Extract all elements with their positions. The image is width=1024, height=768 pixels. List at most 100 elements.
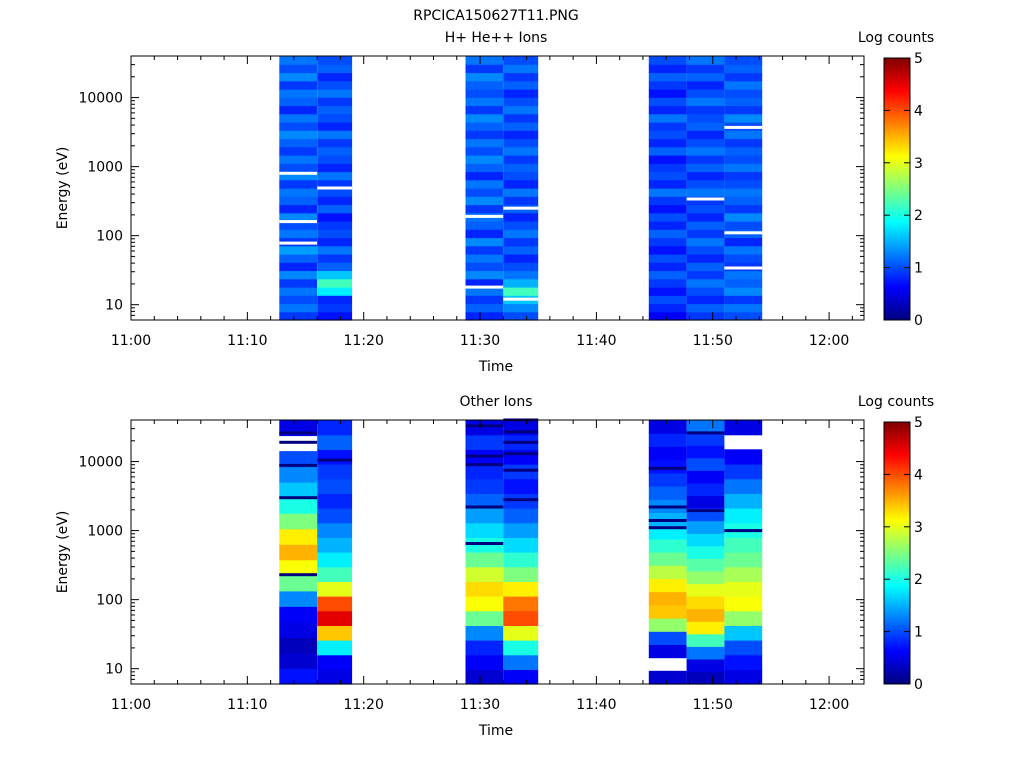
heatmap-cell (503, 270, 539, 280)
heatmap-cell (724, 188, 763, 197)
sparse-count (724, 529, 763, 533)
colorbar-tick-label: 0 (914, 677, 923, 693)
heatmap-cell (724, 508, 763, 524)
sparse-count (279, 573, 318, 577)
x-tick-label: 11:00 (111, 697, 151, 713)
heatmap-cell (279, 278, 318, 288)
data-column (648, 56, 687, 321)
heatmap-cell (648, 80, 687, 90)
heatmap-cell (686, 179, 725, 189)
heatmap-cell (465, 196, 504, 206)
heatmap-cell (686, 303, 725, 313)
heatmap-cell (724, 420, 763, 436)
heatmap-cell (648, 138, 687, 148)
heatmap-cell (503, 640, 539, 656)
heatmap-cell (317, 146, 353, 156)
data-column (279, 420, 318, 685)
heatmap-cell (648, 552, 687, 566)
heatmap-cell (465, 163, 504, 173)
heatmap-cell (279, 89, 318, 98)
heatmap-cell (503, 610, 539, 626)
heatmap-cell (724, 113, 763, 123)
sparse-count (465, 424, 504, 428)
heatmap-cell (317, 640, 353, 656)
heatmap-cell (648, 472, 687, 487)
heatmap-cell (648, 196, 687, 206)
heatmap-cell (503, 669, 539, 685)
heatmap-cell (279, 80, 318, 90)
heatmap-cell (686, 254, 725, 263)
heatmap-cell (503, 596, 539, 612)
heatmap-cell (279, 221, 318, 230)
heatmap-cell (465, 552, 504, 568)
heatmap-cell (686, 171, 725, 181)
heatmap-cell (503, 64, 539, 74)
x-tick-label: 12:00 (809, 333, 849, 349)
no-data-gap (503, 297, 539, 301)
heatmap-cell (279, 575, 318, 592)
heatmap-cell (279, 668, 318, 685)
heatmap-cell (724, 171, 763, 181)
heatmap-cell (503, 97, 539, 107)
heatmap-cell (317, 262, 353, 272)
heatmap-cell (503, 278, 539, 288)
heatmap-cell (724, 303, 763, 313)
heatmap-cell (724, 80, 763, 90)
heatmap-cell (317, 105, 353, 115)
x-axis-label: Time (478, 359, 513, 375)
heatmap-cell (279, 482, 318, 499)
heatmap-cell (686, 311, 725, 321)
heatmap-cell (465, 522, 504, 538)
heatmap-cell (648, 122, 687, 131)
heatmap-cell (317, 508, 353, 524)
data-column (724, 420, 763, 685)
heatmap-cell (503, 179, 539, 189)
heatmap-cell (724, 130, 763, 140)
heatmap-cell (503, 237, 539, 247)
heatmap-cell (465, 625, 504, 641)
heatmap-cell (465, 105, 504, 115)
heatmap-cell (648, 446, 687, 461)
no-data-gap (279, 220, 318, 224)
sparse-count (279, 440, 318, 444)
data-column (317, 420, 353, 685)
heatmap-cell (686, 155, 725, 164)
heatmap-cell (317, 625, 353, 641)
heatmap-cell (279, 652, 318, 669)
heatmap-cell (503, 89, 539, 98)
heatmap-cell (686, 570, 725, 585)
heatmap-cell (724, 287, 763, 296)
no-data-gap (724, 266, 763, 270)
heatmap-cell (724, 552, 763, 568)
heatmap-cell (503, 552, 539, 568)
heatmap-cell (317, 179, 353, 189)
heatmap-cell (465, 89, 504, 98)
heatmap-cell (503, 56, 539, 65)
heatmap-cell (648, 179, 687, 189)
heatmap-cell (317, 97, 353, 107)
heatmap-cell (503, 212, 539, 222)
heatmap-cell (279, 171, 318, 181)
heatmap-cell (686, 470, 725, 484)
heatmap-cell (317, 171, 353, 181)
heatmap-cell (648, 64, 687, 74)
heatmap-cell (503, 113, 539, 123)
heatmap-cell (648, 631, 687, 645)
heatmap-cell (686, 608, 725, 622)
heatmap-cell (648, 270, 687, 280)
sparse-count (503, 430, 539, 434)
heatmap-cell (724, 138, 763, 148)
x-tick-label: 11:20 (344, 697, 384, 713)
sparse-count (465, 542, 504, 545)
colorbar-tick-label: 3 (914, 520, 923, 536)
heatmap-cell (279, 559, 318, 576)
heatmap-cell (724, 179, 763, 189)
heatmap-cell (317, 188, 353, 197)
heatmap-cell (686, 432, 725, 446)
heatmap-cell (503, 287, 539, 296)
heatmap-cell (503, 245, 539, 255)
heatmap-cell (465, 640, 504, 656)
heatmap-cell (648, 433, 687, 447)
data-column (503, 418, 539, 685)
